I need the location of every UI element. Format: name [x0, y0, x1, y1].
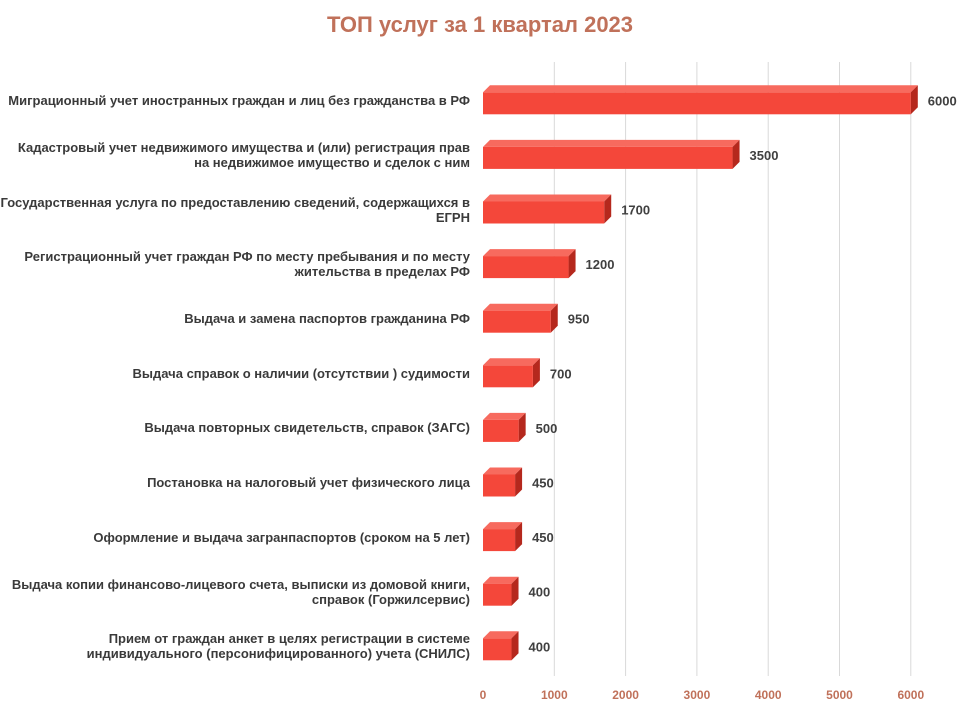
- category-label: Кадастровый учет недвижимого имущества и…: [17, 139, 470, 170]
- x-tick-label: 0: [480, 688, 487, 702]
- x-tick-label: 6000: [897, 688, 924, 702]
- bar-top-face: [483, 358, 540, 366]
- bar-side-face: [550, 303, 558, 333]
- bar-top-face: [483, 194, 612, 202]
- bar: [483, 146, 733, 169]
- bar: [483, 365, 533, 388]
- bar-side-face: [910, 85, 918, 115]
- data-label: 3500: [750, 148, 779, 163]
- category-label: Государственная услуга по предоставлению…: [0, 194, 470, 225]
- bar-side-face: [732, 139, 740, 169]
- bar: [483, 474, 516, 497]
- data-label: 400: [529, 585, 551, 600]
- category-label: Регистрационный учет граждан РФ по месту…: [24, 249, 470, 280]
- data-label: 500: [536, 421, 558, 436]
- bar: [483, 92, 911, 115]
- category-label: Постановка на налоговый учет физического…: [147, 475, 470, 490]
- bar-top-face: [483, 412, 526, 420]
- data-label: 450: [532, 530, 554, 545]
- bar-side-face: [511, 631, 519, 661]
- bar-side-face: [515, 467, 523, 497]
- bar: [483, 419, 519, 442]
- category-label: Выдача повторных свидетельств, справок (…: [144, 420, 470, 436]
- bar-top-face: [483, 249, 576, 257]
- bar: [483, 529, 516, 552]
- bar-top-face: [483, 631, 519, 639]
- bar: [483, 256, 569, 279]
- chart-title: ТОП услуг за 1 квартал 2023: [326, 12, 634, 37]
- category-label: Прием от граждан анкет в целях регистрац…: [86, 631, 470, 662]
- category-label: Выдача копии финансово-лицевого счета, в…: [11, 576, 470, 607]
- data-label: 1200: [586, 257, 615, 272]
- x-tick-label: 4000: [755, 688, 782, 702]
- bar: [483, 638, 512, 661]
- bar-top-face: [483, 303, 558, 311]
- data-label: 6000: [928, 93, 957, 108]
- bar: [483, 583, 512, 606]
- bar-side-face: [518, 412, 526, 442]
- data-label: 700: [550, 366, 572, 381]
- bar-side-face: [568, 249, 576, 279]
- x-tick-label: 5000: [826, 688, 853, 702]
- x-tick-label: 3000: [684, 688, 711, 702]
- bar-top-face: [483, 467, 523, 475]
- category-label: Выдача справок о наличии (отсутствии ) с…: [132, 365, 470, 381]
- data-label: 950: [568, 312, 590, 327]
- bar: [483, 310, 551, 333]
- bar-side-face: [511, 576, 519, 606]
- category-label: Миграционный учет иностранных граждан и …: [8, 92, 470, 108]
- bar-side-face: [515, 522, 523, 552]
- bar: [483, 201, 605, 224]
- bar-top-face: [483, 139, 740, 147]
- bar-side-face: [532, 358, 540, 388]
- bar-top-face: [483, 576, 519, 584]
- x-tick-label: 2000: [612, 688, 639, 702]
- bar-top-face: [483, 85, 918, 93]
- bar-side-face: [604, 194, 612, 224]
- x-tick-label: 1000: [541, 688, 568, 702]
- category-label: Выдача и замена паспортов гражданина РФ: [184, 311, 470, 327]
- bar-top-face: [483, 522, 523, 530]
- data-label: 400: [529, 639, 551, 654]
- data-label: 450: [532, 476, 554, 491]
- category-label: Оформление и выдача загранпаспортов (сро…: [93, 529, 470, 545]
- data-label: 1700: [621, 203, 650, 218]
